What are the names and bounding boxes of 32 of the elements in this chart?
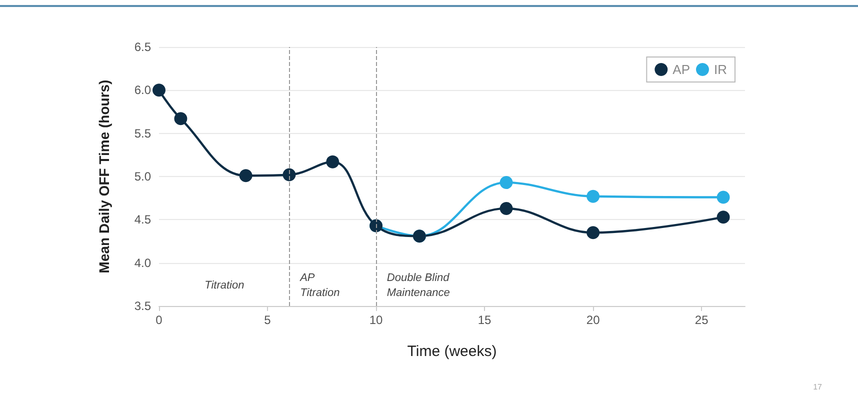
point bbox=[500, 176, 513, 190]
annotation: Double Blind Maintenance bbox=[386, 272, 450, 299]
legend-label: IR bbox=[714, 62, 727, 77]
annotation: AP Titration bbox=[299, 272, 340, 299]
point bbox=[586, 190, 600, 203]
point bbox=[716, 190, 730, 204]
annotation: Titration bbox=[204, 279, 244, 292]
point bbox=[282, 168, 296, 182]
x-tick-label: 20 bbox=[586, 313, 600, 327]
y-tick-label: 3.5 bbox=[134, 299, 152, 313]
point bbox=[500, 202, 513, 215]
text: 17 bbox=[813, 382, 823, 392]
y-tick-label: 4.0 bbox=[134, 256, 152, 270]
y-tick-label: 5.5 bbox=[134, 126, 152, 140]
x-tick-label: 0 bbox=[156, 313, 163, 327]
y-tick-label: 6.0 bbox=[134, 83, 152, 98]
y-tick-label: 6.5 bbox=[134, 40, 152, 54]
point bbox=[174, 112, 188, 126]
x-tick-label: 5 bbox=[264, 313, 272, 327]
y-axis-title: Mean Daily OFF Time (hours) bbox=[96, 80, 112, 274]
point bbox=[586, 226, 600, 240]
y-tick-label: 5.0 bbox=[134, 170, 152, 184]
x-tick-label: 15 bbox=[478, 313, 492, 327]
legend-label: AP bbox=[672, 62, 690, 77]
x-axis-title: Time (weeks) bbox=[407, 343, 497, 360]
y-tick-label: 4.5 bbox=[134, 212, 152, 227]
x-tick-label: 25 bbox=[694, 313, 709, 327]
point bbox=[152, 84, 166, 97]
x-tick-label: 10 bbox=[369, 313, 384, 327]
point bbox=[239, 169, 252, 182]
point bbox=[326, 155, 340, 168]
point bbox=[716, 210, 730, 224]
